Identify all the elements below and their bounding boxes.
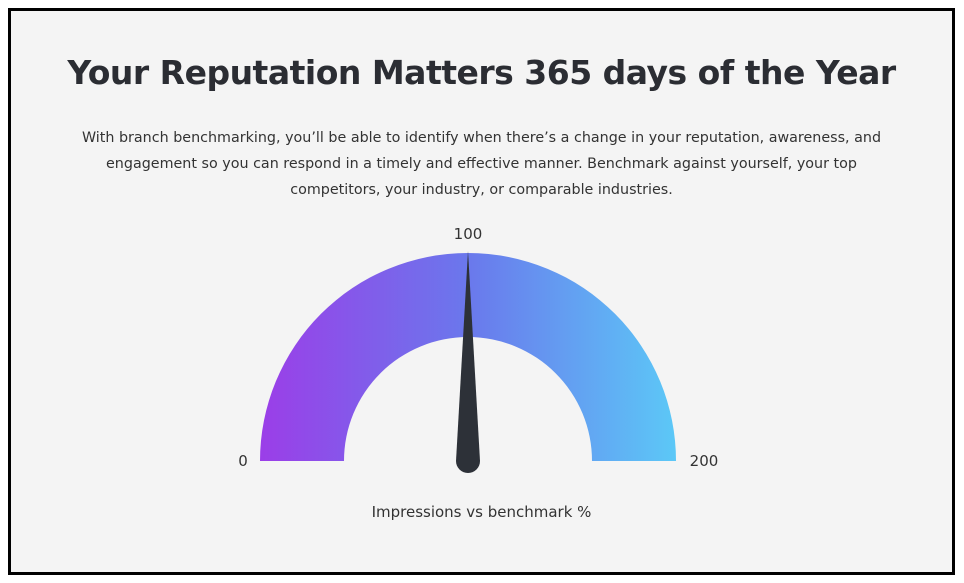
gauge-mid-label: 100 bbox=[454, 225, 483, 243]
gauge-max-label: 200 bbox=[690, 452, 719, 470]
page-title: Your Reputation Matters 365 days of the … bbox=[67, 53, 896, 92]
page-frame: Your Reputation Matters 365 days of the … bbox=[8, 8, 955, 575]
gauge-needle bbox=[456, 251, 480, 473]
gauge-min-label: 0 bbox=[238, 452, 248, 470]
gauge-caption: Impressions vs benchmark % bbox=[371, 503, 592, 521]
gauge-arc bbox=[260, 253, 676, 461]
gauge: 0 100 200 bbox=[238, 225, 719, 473]
description-paragraph: With branch benchmarking, you’ll be able… bbox=[81, 130, 882, 198]
